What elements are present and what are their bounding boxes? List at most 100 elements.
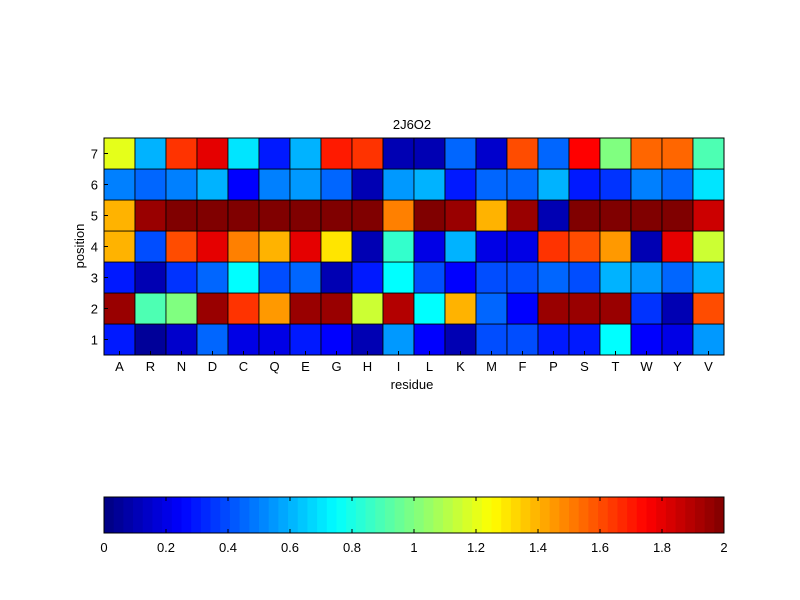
colorbar-tick-label: 0.8	[343, 540, 361, 555]
colorbar-swatch	[200, 497, 211, 533]
heatmap-cell	[196, 323, 229, 356]
heatmap-cell	[103, 261, 136, 294]
heatmap-cell	[661, 323, 694, 356]
colorbar-swatch	[133, 497, 144, 533]
x-tick-label: P	[549, 359, 558, 374]
heatmap-cell	[227, 168, 260, 201]
heatmap-cell	[134, 168, 167, 201]
heatmap-cell	[475, 292, 508, 325]
colorbar-swatch	[694, 497, 706, 533]
heatmap-cell	[413, 292, 446, 325]
heatmap-cell	[227, 323, 260, 356]
axes: A R N D C Q E G H I L K M F P S T W Y V 1 2 3 4 5 6 7	[91, 137, 725, 374]
x-tick-label: V	[704, 359, 713, 374]
heatmap-cell	[475, 168, 508, 201]
colorbar-swatch	[317, 497, 328, 533]
heatmap-cell	[630, 261, 663, 294]
heatmap-cell	[630, 323, 663, 356]
heatmap-cell	[692, 230, 725, 263]
y-axis-label: position	[72, 224, 87, 269]
heatmap-cell	[506, 261, 539, 294]
chart-title: 2J6O2	[393, 117, 431, 132]
heatmap-cell	[413, 261, 446, 294]
heatmap-cell	[134, 137, 167, 170]
x-tick-label: Q	[269, 359, 279, 374]
heatmap-cell	[630, 230, 663, 263]
heatmap-cell	[537, 168, 570, 201]
heatmap-cell	[103, 323, 136, 356]
x-tick-label: N	[177, 359, 186, 374]
heatmap-cell	[196, 261, 229, 294]
colorbar-swatch	[162, 497, 173, 533]
heatmap-cell	[475, 199, 508, 232]
heatmap-cell	[382, 230, 415, 263]
colorbar-swatch	[288, 497, 299, 533]
heatmap-cell	[661, 168, 694, 201]
colorbar-swatch	[113, 497, 124, 533]
heatmap-cell	[630, 137, 663, 170]
y-tick-label: 5	[91, 209, 98, 224]
heatmap-cell	[475, 323, 508, 356]
y-tick-label: 6	[91, 178, 98, 193]
heatmap-cell	[351, 168, 384, 201]
heatmap-cell	[289, 199, 322, 232]
colorbar-swatch	[530, 497, 541, 533]
colorbar-swatch	[559, 497, 570, 533]
heatmap-cell	[165, 230, 198, 263]
x-tick-label: A	[115, 359, 124, 374]
heatmap-cell	[537, 137, 570, 170]
heatmap-cell	[382, 168, 415, 201]
heatmap-cell	[537, 292, 570, 325]
colorbar-tick-label: 1	[410, 540, 417, 555]
y-tick-label: 3	[91, 271, 98, 286]
colorbar-swatch	[462, 497, 473, 533]
heatmap-cell	[506, 199, 539, 232]
heatmap-cell	[692, 261, 725, 294]
heatmap-cell	[165, 292, 198, 325]
heatmap-cell	[196, 292, 229, 325]
x-tick-label: Y	[673, 359, 682, 374]
heatmap-cell	[413, 199, 446, 232]
x-tick-label: S	[580, 359, 589, 374]
colorbar-swatch	[365, 497, 376, 533]
colorbar-swatch	[646, 497, 657, 533]
heatmap-cell	[227, 261, 260, 294]
heatmap-cell	[196, 137, 229, 170]
x-tick-label: H	[363, 359, 372, 374]
heatmap-cell	[227, 292, 260, 325]
x-tick-label: W	[640, 359, 653, 374]
colorbar-swatch	[104, 497, 115, 533]
heatmap-cell	[134, 199, 167, 232]
x-tick-label: D	[208, 359, 217, 374]
colorbar-swatch	[685, 497, 696, 533]
colorbar-tick-label: 2	[720, 540, 727, 555]
heatmap-cell	[506, 230, 539, 263]
x-tick-label: I	[397, 359, 401, 374]
heatmap-cell	[289, 168, 322, 201]
heatmap-cell	[444, 168, 477, 201]
heatmap-cell	[692, 323, 725, 356]
heatmap-cell	[692, 168, 725, 201]
colorbar-tick-label: 1.2	[467, 540, 485, 555]
heatmap-cell	[165, 168, 198, 201]
heatmap-cell	[506, 137, 539, 170]
heatmap-cell	[165, 261, 198, 294]
colorbar-swatch	[578, 497, 589, 533]
colorbar-swatch	[375, 497, 386, 533]
x-axis-label: residue	[391, 377, 434, 392]
colorbar-swatch	[220, 497, 231, 533]
heatmap-cell	[258, 261, 291, 294]
colorbar-swatch	[229, 497, 241, 533]
heatmap-cell	[227, 230, 260, 263]
heatmap-cell	[196, 230, 229, 263]
heatmap-cell	[103, 199, 136, 232]
heatmap-cell	[351, 292, 384, 325]
heatmap-cell	[413, 323, 446, 356]
heatmap-cell	[444, 137, 477, 170]
colorbar-swatch	[414, 497, 425, 533]
heatmap-cell	[692, 292, 725, 325]
heatmap-cell	[134, 261, 167, 294]
heatmap-cells	[103, 137, 725, 356]
heatmap-cell	[568, 199, 601, 232]
